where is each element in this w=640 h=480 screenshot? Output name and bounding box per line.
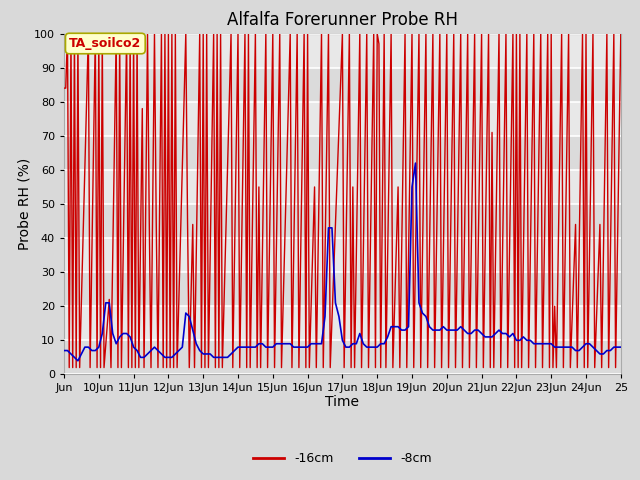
- X-axis label: Time: Time: [325, 395, 360, 409]
- Bar: [64, 68, 621, 102]
- Y-axis label: Probe RH (%): Probe RH (%): [17, 158, 31, 250]
- Text: TA_soilco2: TA_soilco2: [69, 37, 141, 50]
- Bar: [64, 204, 621, 238]
- Bar: [64, 272, 621, 306]
- Bar: [64, 340, 621, 374]
- Bar: [64, 136, 621, 170]
- Title: Alfalfa Forerunner Probe RH: Alfalfa Forerunner Probe RH: [227, 11, 458, 29]
- Legend: -16cm, -8cm: -16cm, -8cm: [248, 447, 436, 470]
